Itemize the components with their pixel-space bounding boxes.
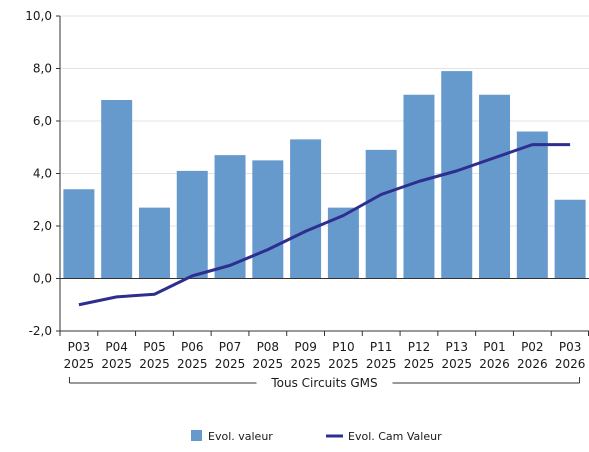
x-tick-label: P03 — [559, 340, 582, 354]
bar — [365, 149, 397, 279]
x-tick-label: P06 — [181, 340, 204, 354]
bar — [63, 189, 95, 279]
x-tick-label: P01 — [483, 340, 506, 354]
x-tick-label: 2025 — [64, 357, 95, 371]
x-tick-label: 2025 — [290, 357, 321, 371]
bar — [138, 207, 170, 279]
line-series-path — [78, 143, 571, 307]
x-tick-label: 2026 — [517, 357, 548, 371]
x-tick-label: 2025 — [177, 357, 208, 371]
x-tick-label: P11 — [370, 340, 393, 354]
x-tick-label: 2026 — [555, 357, 586, 371]
legend: Evol. valeur Evol. Cam Valeur — [191, 430, 442, 443]
y-tick-label: 4,0 — [33, 167, 52, 181]
bar — [327, 207, 359, 279]
bar — [176, 170, 208, 279]
bar — [516, 131, 548, 279]
line-series — [78, 143, 571, 307]
x-tick-label: 2026 — [479, 357, 510, 371]
legend-swatch-bar — [191, 430, 202, 441]
x-tick-label: P10 — [332, 340, 355, 354]
bar — [479, 94, 511, 279]
bar — [252, 160, 284, 279]
x-tick-label: P13 — [445, 340, 468, 354]
y-tick-label: 10,0 — [25, 9, 52, 23]
x-axis-tick-labels: P03 2025 P04 2025 P05 2025 P06 2025 P07 2025 P08 20… — [64, 340, 586, 371]
x-tick-label: 2025 — [328, 357, 359, 371]
x-tick-label: 2025 — [404, 357, 435, 371]
x-tick-label: P02 — [521, 340, 544, 354]
x-tick-label: P12 — [408, 340, 431, 354]
bar-series — [63, 71, 586, 279]
y-tick-label: -2,0 — [29, 324, 52, 338]
x-tick-label: 2025 — [441, 357, 472, 371]
bar — [101, 100, 133, 279]
x-tick-label: 2025 — [139, 357, 170, 371]
x-tick-label: P07 — [219, 340, 242, 354]
y-tick-label: 8,0 — [33, 62, 52, 76]
y-tick-label: 6,0 — [33, 114, 52, 128]
x-tick-label: P05 — [143, 340, 166, 354]
y-tick-label: 2,0 — [33, 219, 52, 233]
axes — [56, 15, 589, 336]
x-tick-label: 2025 — [366, 357, 397, 371]
x-tick-label: P09 — [294, 340, 317, 354]
x-tick-label: 2025 — [101, 357, 132, 371]
bar — [290, 139, 322, 279]
x-tick-label: P04 — [105, 340, 128, 354]
y-tick-label: 0,0 — [33, 272, 52, 286]
bar — [403, 94, 435, 279]
x-tick-label: P08 — [257, 340, 280, 354]
bar — [214, 155, 246, 279]
y-axis-tick-labels: -2,0 0,0 2,0 4,0 6,0 8,0 10,0 — [25, 9, 52, 338]
x-tick-label: 2025 — [253, 357, 284, 371]
legend-label-bar: Evol. valeur — [208, 430, 273, 443]
bar — [554, 199, 586, 279]
x-tick-label: P03 — [68, 340, 91, 354]
category-group: Tous Circuits GMS — [68, 376, 581, 390]
x-tick-label: 2025 — [215, 357, 246, 371]
legend-label-line: Evol. Cam Valeur — [348, 430, 442, 443]
group-label: Tous Circuits GMS — [270, 376, 377, 390]
